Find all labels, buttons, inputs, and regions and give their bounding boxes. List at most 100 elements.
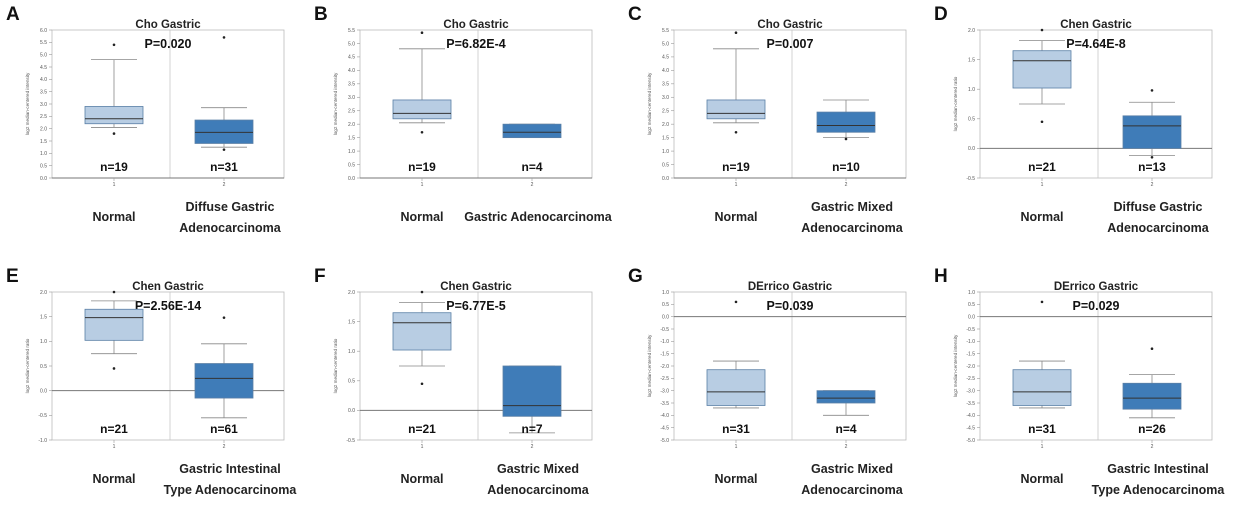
p-value: P=0.039: [767, 299, 814, 313]
box: [706, 99, 766, 120]
y-tick-label: -2.0: [660, 364, 669, 370]
y-tick-label: 3.0: [40, 102, 47, 108]
group-label-line: Gastric Mixed: [811, 200, 893, 214]
y-tick-label: 1.0: [968, 87, 975, 93]
box-group-2: [502, 365, 562, 434]
sample-count: n=4: [835, 422, 856, 436]
x-tick-label: 2: [223, 182, 226, 188]
y-tick-label: 1.5: [662, 135, 669, 141]
group-label: Normal: [347, 207, 497, 228]
group-label-line: Type Adenocarcinoma: [1091, 483, 1225, 497]
y-tick-label: 0.5: [662, 302, 669, 308]
y-tick-label: 1.0: [662, 149, 669, 155]
chart-title: Cho Gastric: [443, 19, 509, 31]
y-tick-label: 4.5: [40, 65, 47, 71]
group-label-line: Gastric Mixed: [497, 462, 579, 476]
outlier-point: [1040, 300, 1044, 304]
y-tick-label: 0.5: [348, 379, 355, 385]
y-tick-label: -1.0: [38, 438, 47, 444]
group-label: Diffuse Gastric Adenocarcinoma: [1083, 197, 1233, 239]
box-group-1: [84, 290, 144, 370]
chart-title: DErrico Gastric: [1054, 281, 1139, 293]
y-tick-label: -4.5: [660, 425, 669, 431]
box-group-1: [1012, 28, 1072, 124]
y-tick-label: 4.0: [40, 77, 47, 83]
box-group-1: [392, 290, 452, 386]
group-label-line: Normal: [400, 472, 444, 486]
y-tick-label: -1.5: [660, 351, 669, 357]
outlier-point: [222, 36, 226, 39]
y-tick-label: -4.5: [966, 425, 975, 431]
box: [1122, 115, 1182, 149]
chart-panel-c: C 5.5 5.0 4.5 4.0 3.5 3.0 2.5 2.0 1.5 1.0 0.5 0.0 log…: [622, 0, 922, 250]
box-group-2: [1122, 89, 1182, 159]
chart-panel-a: A 6.0 5.5 5.0 4.5 4.0 3.5 3.0 2.5 2.0 1.5 1.0 0.5 0.0…: [0, 0, 300, 250]
plot-frame: [359, 291, 593, 441]
sample-count: n=31: [722, 422, 750, 436]
plot-frame: [979, 291, 1213, 441]
group-label-line: Adenocarcinoma: [487, 483, 589, 497]
y-axis-label: log2 median-centered ratio: [333, 338, 338, 393]
sample-count: n=13: [1138, 160, 1166, 174]
y-tick-label: 5.0: [348, 41, 355, 47]
box-plot: 5.5 5.0 4.5 4.0 3.5 3.0 2.5 2.0 1.5 1.0 0.5 0.0 log2…: [333, 19, 593, 188]
x-tick-label: 2: [531, 444, 534, 450]
y-tick-label: 4.5: [348, 55, 355, 61]
group-label-line: Adenocarcinoma: [1107, 221, 1209, 235]
p-value: P=6.82E-4: [446, 37, 505, 51]
y-tick-label: 1.0: [348, 149, 355, 155]
sample-count: n=21: [1028, 160, 1056, 174]
x-tick-label: 2: [1151, 444, 1154, 450]
y-tick-label: 0.0: [40, 176, 47, 182]
panel-letter: A: [6, 4, 20, 25]
y-tick-label: 2.5: [662, 109, 669, 115]
y-tick-label: 3.5: [348, 82, 355, 88]
sample-count: n=26: [1138, 422, 1166, 436]
group-label: Normal: [39, 469, 189, 490]
y-axis-label: log2 median-centered intensity: [647, 334, 652, 397]
box-group-1: [1012, 300, 1072, 409]
sample-count: n=19: [722, 160, 750, 174]
y-axis-label: log2 median-centered ratio: [25, 338, 30, 393]
box: [194, 363, 254, 399]
y-axis-label: log2 median-centered intensity: [953, 334, 958, 397]
sample-count: n=21: [100, 422, 128, 436]
y-tick-label: 4.0: [348, 68, 355, 74]
y-tick-label: 5.5: [662, 28, 669, 34]
p-value: P=4.64E-8: [1066, 37, 1125, 51]
panel-letter: D: [934, 4, 948, 25]
y-tick-label: 3.0: [662, 95, 669, 101]
y-tick-label: 1.5: [40, 314, 47, 320]
y-tick-label: 0.5: [40, 163, 47, 169]
group-label: Normal: [661, 207, 811, 228]
y-tick-label: 0.5: [968, 302, 975, 308]
y-tick-label: -0.5: [966, 327, 975, 333]
box-plot: 2.0 1.5 1.0 0.5 0.0 -0.5 log2 median-centered …: [953, 19, 1213, 188]
y-tick-label: -1.5: [966, 351, 975, 357]
y-tick-label: 4.5: [662, 55, 669, 61]
box-group-2: [194, 316, 254, 419]
x-tick-label: 1: [421, 444, 424, 450]
outlier-point: [420, 290, 424, 294]
y-tick-label: -3.5: [660, 401, 669, 407]
panel-letter: B: [314, 4, 328, 25]
chart-title: Chen Gastric: [440, 281, 512, 293]
box-plot: 2.0 1.5 1.0 0.5 0.0 -0.5 -1.0 log2 median-cente…: [25, 281, 285, 450]
y-tick-label: 2.0: [662, 122, 669, 128]
box-group-2: [194, 36, 254, 151]
y-tick-label: 2.0: [348, 290, 355, 296]
plot-frame: [979, 29, 1213, 179]
y-tick-label: -4.0: [660, 413, 669, 419]
outlier-point: [1040, 120, 1044, 124]
chart-panel-e: E 2.0 1.5 1.0 0.5 0.0 -0.5 -1.0 log2 median-cent…: [0, 262, 300, 512]
p-value: P=0.007: [767, 37, 814, 51]
box: [1012, 369, 1072, 406]
box-group-1: [706, 31, 766, 134]
group-label-line: Diffuse Gastric: [1113, 200, 1203, 214]
box: [1012, 50, 1072, 89]
x-tick-label: 1: [113, 182, 116, 188]
box-plot: 6.0 5.5 5.0 4.5 4.0 3.5 3.0 2.5 2.0 1.5 1.0 0.5 0.0 l…: [25, 19, 285, 188]
sample-count: n=7: [521, 422, 542, 436]
panel-letter: H: [934, 266, 948, 287]
y-tick-label: 0.5: [40, 364, 47, 370]
